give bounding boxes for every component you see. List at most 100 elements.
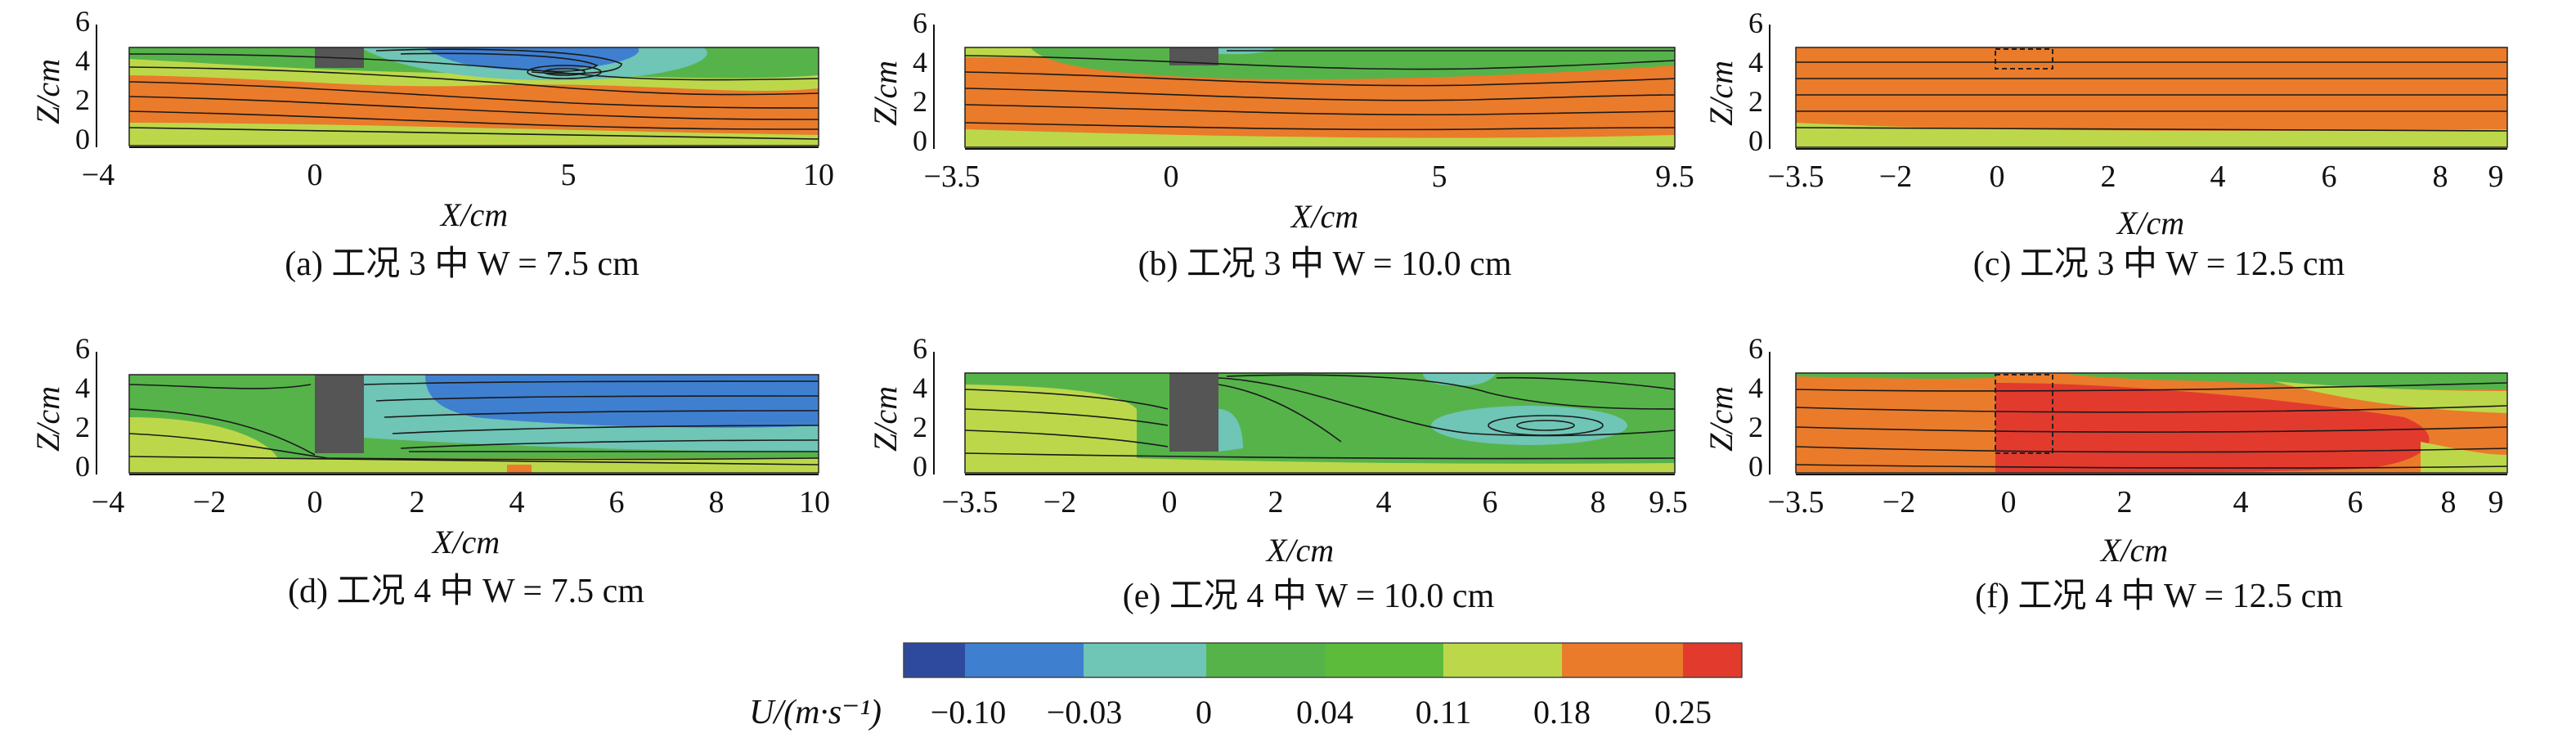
x-tick: 4 bbox=[2233, 485, 2249, 519]
obstacle-outline bbox=[1995, 374, 2053, 454]
obstacle-block bbox=[315, 375, 364, 453]
x-tick: 8 bbox=[2441, 485, 2457, 519]
z-tick: 6 bbox=[1748, 332, 1763, 365]
colorbar-swatch bbox=[1683, 643, 1742, 677]
panel-d: 0 2 4 6 Z/cm −4 −2 0 2 4 6 8 10 X/cm (d)… bbox=[29, 332, 830, 610]
x-tick: 6 bbox=[2322, 160, 2337, 194]
contour-region-eddy bbox=[1431, 406, 1627, 445]
x-axis-label: X/cm bbox=[1290, 198, 1358, 235]
plot-frame bbox=[964, 47, 1676, 148]
colorbar-swatch bbox=[1325, 643, 1443, 677]
z-axis-label: Z/cm bbox=[1703, 386, 1739, 452]
streamlines bbox=[964, 50, 1676, 131]
z-tick: 2 bbox=[913, 85, 927, 118]
z-tick: 0 bbox=[913, 450, 927, 483]
x-tick: 4 bbox=[509, 485, 525, 519]
panel-caption: (d) 工况 4 中 W = 7.5 cm bbox=[288, 573, 644, 610]
x-tick: 6 bbox=[2348, 485, 2363, 519]
z-tick: 4 bbox=[75, 371, 90, 404]
colorbar: U/(m·s⁻¹) −0.10 −0.03 0 0.04 0.11 0.18 0… bbox=[749, 642, 1743, 731]
x-tick: 0 bbox=[307, 158, 323, 192]
contour-region-peak bbox=[1995, 383, 2430, 473]
colorbar-swatch bbox=[1084, 643, 1206, 677]
x-tick: 2 bbox=[1268, 485, 1284, 519]
z-axis-label: Z/cm bbox=[867, 61, 904, 126]
z-tick: 4 bbox=[1748, 46, 1763, 79]
colorbar-label: U/(m·s⁻¹) bbox=[749, 694, 882, 731]
x-tick: 8 bbox=[1591, 485, 1606, 519]
z-tick: 0 bbox=[1748, 124, 1763, 157]
x-tick: 0 bbox=[1990, 160, 2005, 194]
contour-band-upper-right bbox=[2273, 381, 2507, 413]
x-tick: 10 bbox=[799, 485, 830, 519]
contour-region-wake bbox=[1218, 409, 1243, 452]
x-tick: −3.5 bbox=[942, 485, 999, 519]
z-tick: 4 bbox=[913, 371, 927, 404]
x-tick: 10 bbox=[803, 158, 834, 192]
colorbar-swatch bbox=[965, 643, 1084, 677]
streamlines bbox=[1795, 382, 2508, 469]
colorbar-tick: −0.10 bbox=[931, 694, 1007, 731]
contour-band-left-top bbox=[1796, 373, 1995, 379]
x-axis-label: X/cm bbox=[439, 196, 508, 233]
x-tick: 4 bbox=[1376, 485, 1392, 519]
x-tick: −4 bbox=[82, 158, 114, 192]
streamlines bbox=[964, 374, 1676, 460]
panel-caption: (c) 工况 3 中 W = 12.5 cm bbox=[1973, 245, 2345, 283]
z-tick: 6 bbox=[1748, 7, 1763, 39]
z-tick: 2 bbox=[1748, 85, 1763, 118]
panel-f: 0 2 4 6 Z/cm −3.5 −2 0 2 4 6 8 9 X/cm (f… bbox=[1703, 332, 2508, 615]
x-tick: −2 bbox=[1879, 160, 1912, 194]
z-tick: 2 bbox=[913, 411, 927, 443]
z-tick: 2 bbox=[1748, 411, 1763, 443]
x-tick: 0 bbox=[1164, 160, 1179, 194]
colorbar-tick: 0.18 bbox=[1533, 694, 1591, 731]
z-tick: 0 bbox=[75, 450, 90, 483]
x-axis-label: X/cm bbox=[2116, 205, 2184, 241]
colorbar-frame bbox=[903, 642, 1743, 678]
streamlines bbox=[128, 48, 819, 140]
panel-e: 0 2 4 6 Z/cm −3.5 −2 0 2 4 6 8 9.5 X/cm … bbox=[867, 332, 1688, 615]
z-tick: 6 bbox=[913, 7, 927, 39]
x-tick: 0 bbox=[2001, 485, 2017, 519]
x-tick: 9 bbox=[2488, 485, 2504, 519]
x-tick: −3.5 bbox=[1768, 160, 1824, 194]
x-tick: 9.5 bbox=[1655, 160, 1694, 194]
x-tick: 9 bbox=[2488, 160, 2504, 194]
x-axis-label: X/cm bbox=[2099, 532, 2168, 569]
x-tick: 5 bbox=[1432, 160, 1447, 194]
plot-frame bbox=[128, 374, 819, 474]
streamlines bbox=[128, 380, 819, 465]
x-tick: −3.5 bbox=[1768, 485, 1824, 519]
z-tick: 6 bbox=[913, 332, 927, 365]
z-tick: 2 bbox=[75, 411, 90, 443]
x-tick: 4 bbox=[2210, 160, 2226, 194]
panel-caption: (e) 工况 4 中 W = 10.0 cm bbox=[1123, 578, 1495, 615]
colorbar-tick: 0.11 bbox=[1416, 694, 1472, 731]
z-tick: 0 bbox=[75, 123, 90, 155]
x-tick: 8 bbox=[709, 485, 725, 519]
x-tick: 9.5 bbox=[1649, 485, 1688, 519]
obstacle-outline bbox=[1995, 48, 2053, 70]
plot-frame bbox=[964, 372, 1676, 474]
contour-band-bottom bbox=[129, 123, 819, 146]
contour-region-reverse bbox=[425, 375, 819, 428]
x-tick: −2 bbox=[1883, 485, 1915, 519]
contour-spot bbox=[507, 465, 532, 473]
z-axis-label: Z/cm bbox=[29, 59, 66, 124]
streamlines bbox=[1795, 61, 2508, 132]
colorbar-tick: 0 bbox=[1196, 694, 1212, 731]
colorbar-swatch bbox=[904, 643, 965, 677]
x-tick: −2 bbox=[1043, 485, 1076, 519]
z-tick: 4 bbox=[75, 44, 90, 77]
plot-frame bbox=[1795, 372, 2508, 474]
z-tick: 0 bbox=[913, 124, 927, 157]
colorbar-tick: −0.03 bbox=[1047, 694, 1123, 731]
obstacle-block bbox=[1169, 47, 1218, 65]
panel-c: 0 2 4 6 Z/cm −3.5 −2 0 2 4 6 8 9 X/cm (c… bbox=[1703, 7, 2508, 283]
x-tick: 0 bbox=[307, 485, 323, 519]
z-axis-label: Z/cm bbox=[1703, 61, 1739, 126]
x-tick: 6 bbox=[609, 485, 625, 519]
colorbar-swatch bbox=[1206, 643, 1325, 677]
z-tick: 6 bbox=[75, 5, 90, 38]
